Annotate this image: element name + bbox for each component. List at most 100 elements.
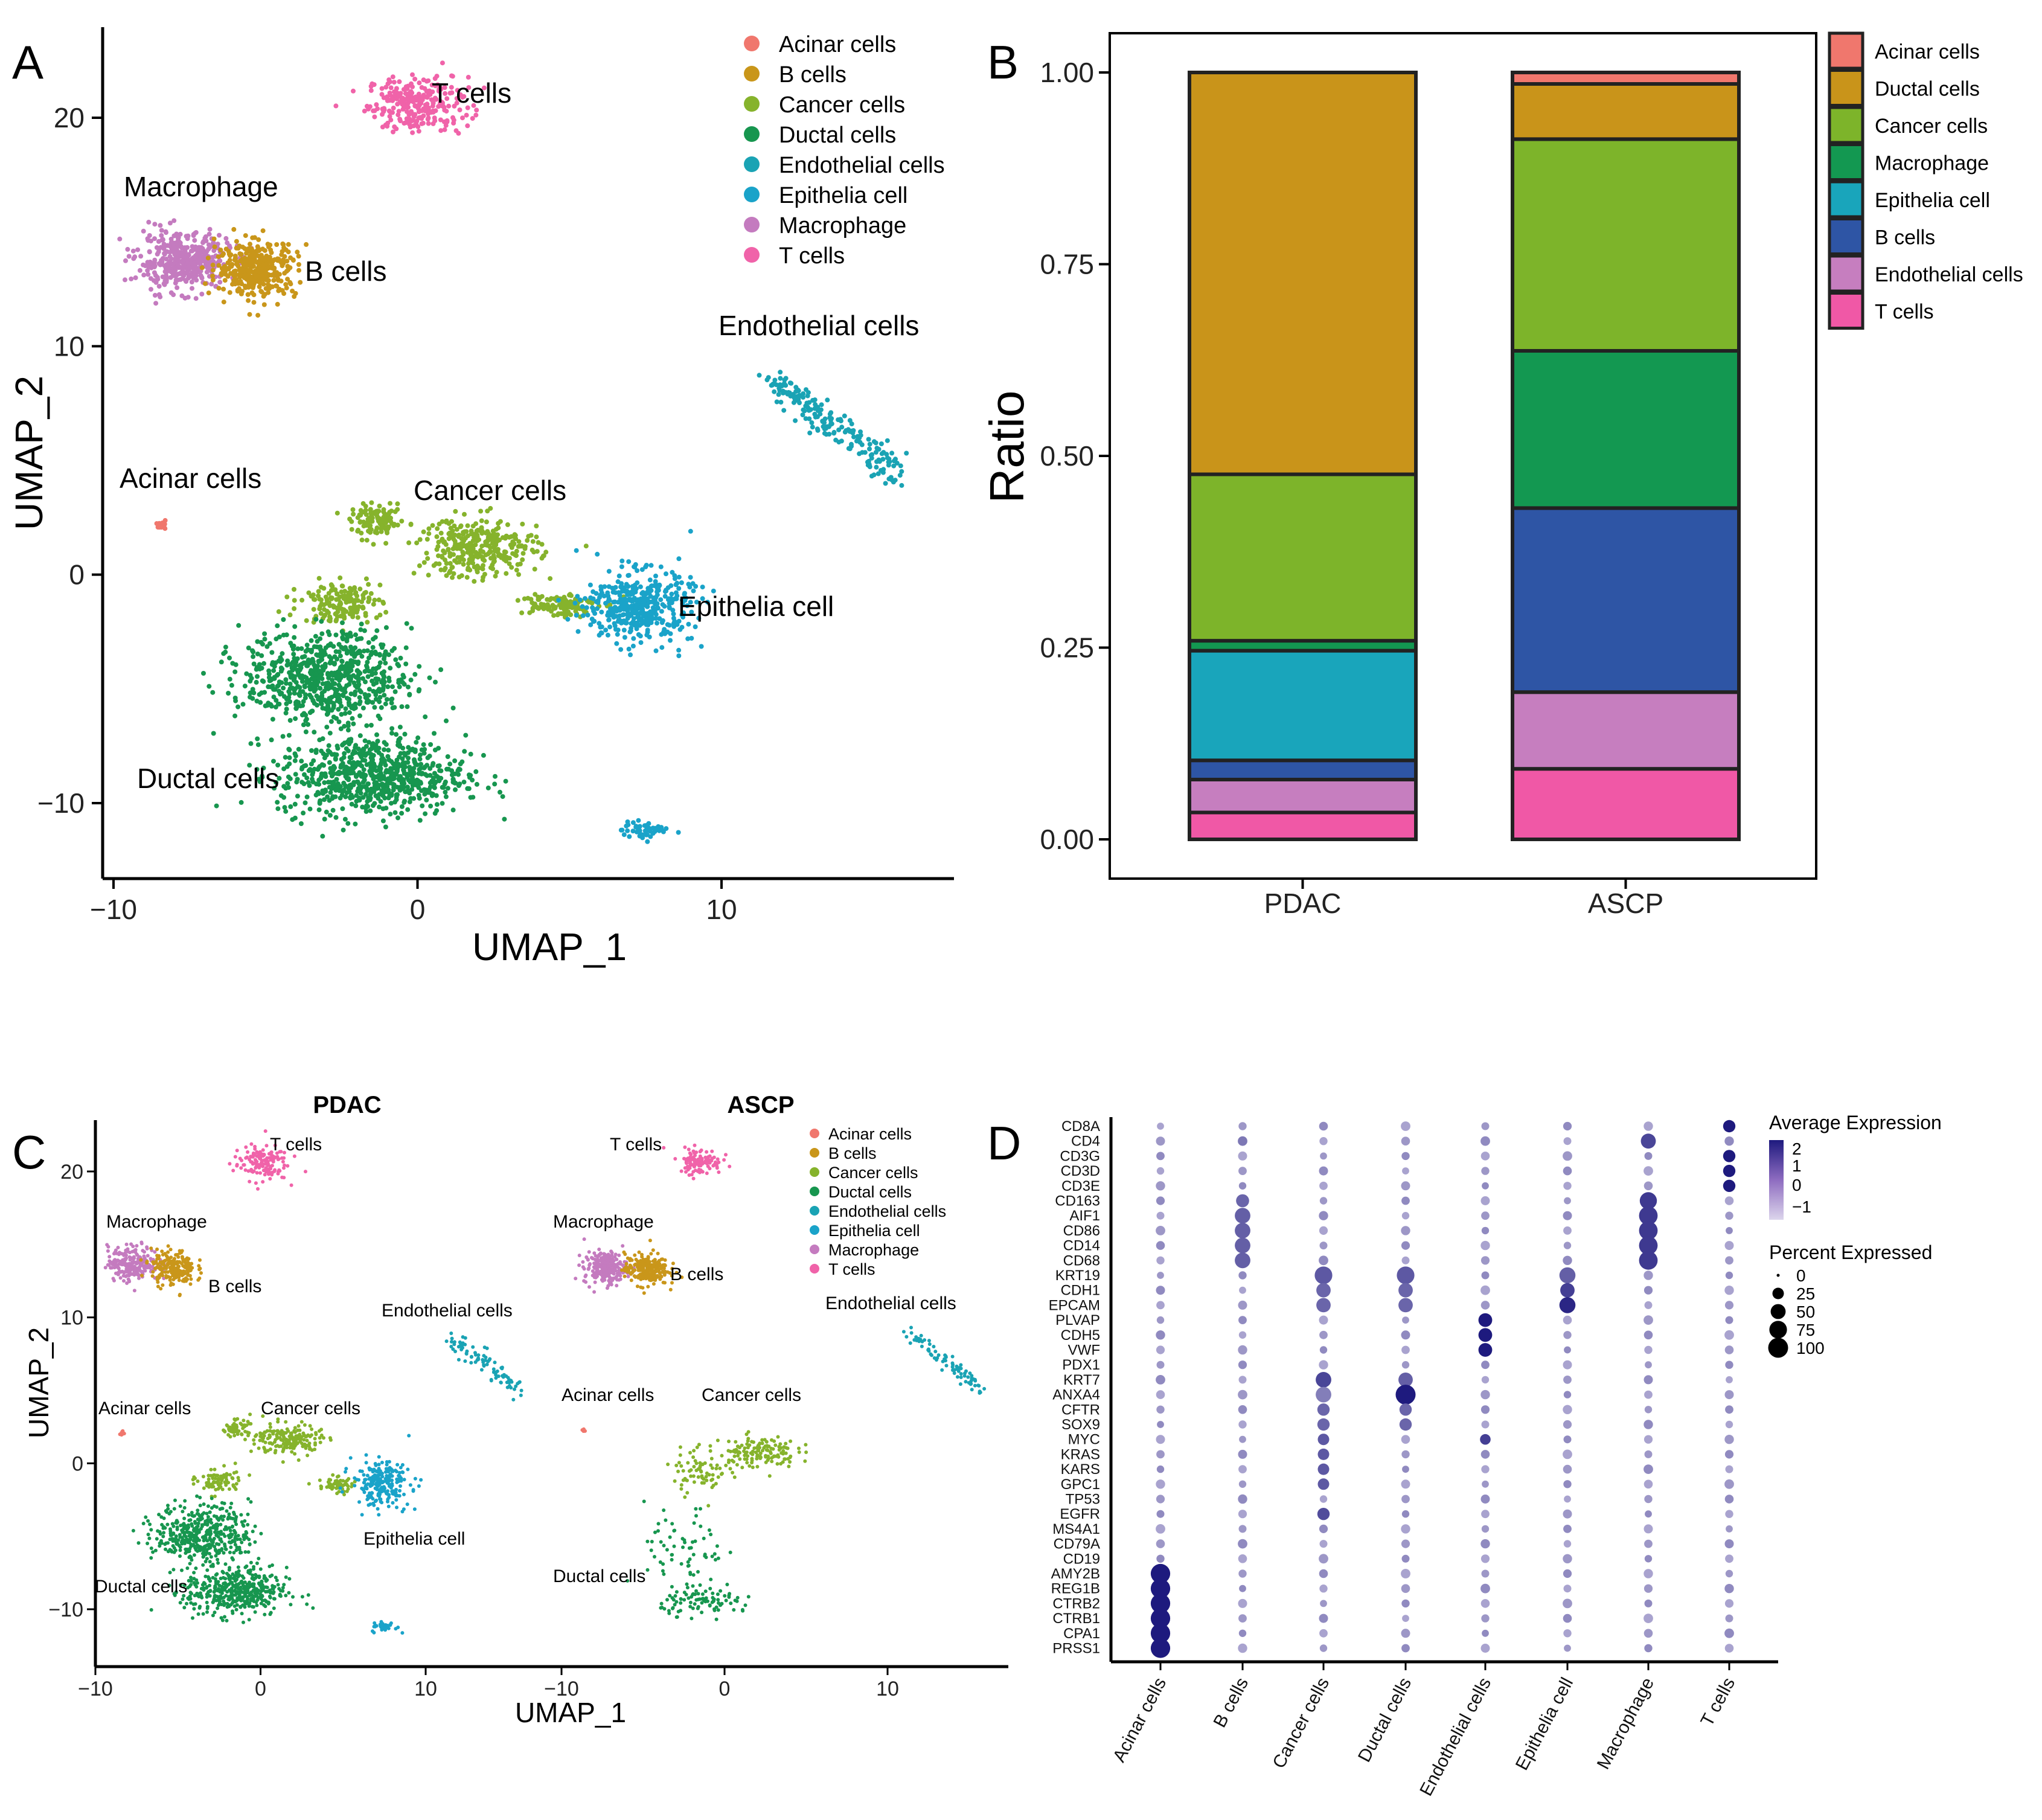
umap-point — [391, 105, 396, 111]
umap-point — [815, 428, 821, 433]
bar-segment — [1511, 71, 1741, 86]
umap-point — [475, 563, 480, 569]
umap-point — [298, 280, 303, 285]
umap-point — [402, 731, 408, 737]
umap-point — [211, 731, 216, 736]
umap-point — [222, 278, 228, 283]
umap-point — [444, 119, 450, 124]
umap-point — [271, 1429, 275, 1434]
umap-point — [475, 538, 480, 543]
umap-point — [299, 1441, 304, 1446]
umap-point — [261, 257, 266, 263]
cluster-label: Cancer cells — [414, 475, 566, 506]
umap-point — [386, 787, 391, 793]
umap-point — [782, 377, 787, 383]
umap-point — [488, 556, 493, 561]
umap-point — [362, 108, 367, 114]
umap-point — [480, 566, 485, 572]
umap-point — [306, 780, 311, 785]
umap-point — [296, 254, 301, 259]
umap-point — [227, 676, 232, 682]
umap-point — [304, 1446, 308, 1450]
umap-point — [479, 518, 484, 524]
umap-point — [161, 1252, 165, 1257]
umap-point — [610, 612, 616, 617]
umap-point — [392, 705, 397, 710]
legend-label: Ductal cells — [1875, 78, 1980, 101]
umap-point — [214, 803, 219, 809]
umap-point — [161, 1283, 165, 1287]
umap-point — [330, 603, 336, 609]
umap-point — [449, 90, 455, 95]
umap-point — [322, 665, 327, 670]
umap-point — [152, 257, 158, 263]
umap-point — [380, 818, 386, 824]
umap-point — [235, 1149, 239, 1153]
umap-point — [139, 1242, 144, 1246]
umap-point — [307, 806, 313, 812]
umap-point — [376, 597, 382, 603]
umap-point — [351, 703, 356, 708]
umap-point — [333, 632, 339, 638]
umap-point — [132, 1260, 136, 1264]
umap-point — [465, 550, 470, 555]
umap-point — [223, 649, 228, 655]
umap-point — [167, 220, 173, 226]
umap-point — [268, 1422, 272, 1426]
umap-point — [539, 542, 545, 547]
umap-point — [269, 737, 274, 743]
umap-point — [354, 593, 360, 598]
umap-point — [386, 795, 391, 801]
umap-point — [288, 804, 293, 809]
umap-point — [248, 278, 253, 283]
umap-point — [426, 78, 431, 83]
umap-point — [633, 562, 638, 567]
umap-point — [370, 700, 376, 705]
legend-label: Macrophage — [1875, 152, 1989, 175]
umap-point — [310, 772, 315, 777]
umap-point — [368, 723, 374, 728]
legend-key — [744, 247, 760, 263]
umap-point — [338, 602, 343, 607]
umap-point — [374, 732, 379, 737]
umap-point — [688, 528, 693, 534]
umap-point — [354, 636, 360, 642]
umap-point — [336, 769, 342, 775]
umap-point — [556, 598, 562, 603]
umap-point — [210, 262, 216, 268]
umap-point — [292, 587, 296, 592]
umap-point — [318, 585, 324, 590]
umap-point — [549, 609, 554, 614]
umap-point — [377, 582, 383, 588]
umap-point — [368, 523, 373, 528]
umap-point — [400, 673, 406, 678]
umap-point — [408, 678, 414, 683]
umap-point — [315, 639, 320, 644]
umap-point — [250, 235, 255, 240]
umap-point — [262, 690, 267, 695]
umap-point — [452, 524, 457, 528]
umap-point — [370, 645, 376, 650]
umap-point — [897, 473, 903, 478]
umap-point — [465, 123, 470, 129]
umap-point — [371, 108, 376, 114]
umap-point — [123, 258, 128, 263]
umap-point — [466, 561, 471, 566]
umap-point — [441, 548, 446, 554]
umap-point — [121, 1430, 125, 1434]
umap-point — [310, 698, 316, 703]
umap-point — [338, 653, 343, 659]
umap-point — [436, 104, 441, 109]
umap-point — [295, 777, 300, 782]
umap-point — [135, 1252, 139, 1257]
umap-point — [287, 761, 292, 766]
umap-point — [846, 446, 851, 451]
umap-point — [156, 1277, 160, 1281]
umap-point — [270, 284, 275, 289]
umap-point — [820, 418, 825, 424]
umap-point — [451, 552, 456, 557]
umap-point — [292, 624, 298, 629]
umap-point — [275, 806, 281, 812]
umap-point — [383, 763, 388, 768]
umap-point — [541, 606, 546, 612]
